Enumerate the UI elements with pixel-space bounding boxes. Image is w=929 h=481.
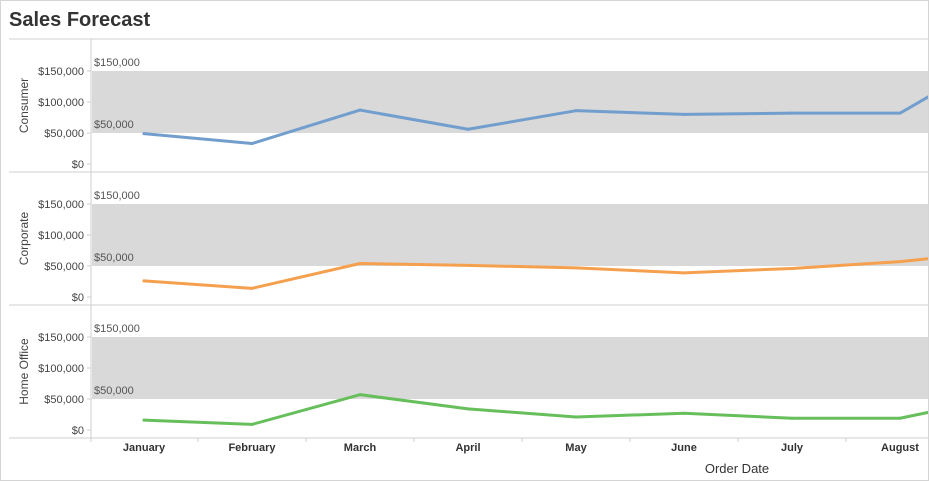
x-tick-label: January — [123, 442, 166, 454]
data-point — [898, 111, 902, 115]
data-point — [574, 109, 578, 113]
x-tick-label: August — [881, 442, 919, 454]
y-tick-label: $150,000 — [38, 199, 84, 211]
series-line-home-office — [142, 393, 928, 426]
y-tick-label: $100,000 — [38, 363, 84, 375]
y-tick-label: $150,000 — [38, 66, 84, 78]
x-tick-label: June — [671, 442, 697, 454]
reference-band — [92, 337, 928, 399]
data-point — [574, 415, 578, 419]
x-tick-label: February — [228, 442, 276, 454]
reference-band — [92, 71, 928, 133]
data-point — [898, 260, 902, 264]
chart-title: Sales Forecast — [9, 9, 151, 31]
data-point — [142, 132, 146, 136]
data-point — [358, 108, 362, 112]
data-point — [790, 111, 794, 115]
x-tick-label: April — [455, 442, 480, 454]
data-point — [250, 422, 254, 426]
data-point — [466, 263, 470, 267]
x-tick-label: May — [565, 442, 587, 454]
reference-band-high-label: $150,000 — [94, 323, 140, 335]
data-point — [466, 407, 470, 411]
data-point — [574, 266, 578, 270]
x-tick-label: July — [781, 442, 804, 454]
y-tick-label: $150,000 — [38, 332, 84, 344]
reference-band — [92, 204, 928, 266]
data-point — [250, 142, 254, 146]
data-point — [250, 286, 254, 290]
row-label-corporate: Corporate — [17, 212, 31, 266]
reference-band-low-label: $50,000 — [94, 119, 134, 131]
data-point — [358, 393, 362, 397]
row-label-home-office: Home Office — [17, 338, 31, 405]
x-axis-title: Order Date — [705, 461, 769, 476]
y-tick-label: $100,000 — [38, 97, 84, 109]
x-tick-label: March — [344, 442, 377, 454]
reference-band-high-label: $150,000 — [94, 57, 140, 69]
data-point — [898, 416, 902, 420]
y-tick-label: $0 — [72, 292, 84, 304]
data-point — [682, 112, 686, 116]
data-point — [466, 127, 470, 131]
data-point — [142, 418, 146, 422]
y-tick-label: $50,000 — [44, 261, 84, 273]
data-point — [358, 262, 362, 266]
data-point — [142, 279, 146, 283]
row-label-consumer: Consumer — [17, 78, 31, 133]
data-point — [682, 271, 686, 275]
data-point — [682, 411, 686, 415]
data-point — [790, 416, 794, 420]
y-tick-label: $50,000 — [44, 394, 84, 406]
data-point — [790, 266, 794, 270]
y-tick-label: $50,000 — [44, 128, 84, 140]
y-tick-label: $0 — [72, 159, 84, 171]
y-tick-label: $0 — [72, 425, 84, 437]
reference-band-high-label: $150,000 — [94, 190, 140, 202]
reference-band-low-label: $50,000 — [94, 385, 134, 397]
reference-band-low-label: $50,000 — [94, 252, 134, 264]
y-tick-label: $100,000 — [38, 230, 84, 242]
